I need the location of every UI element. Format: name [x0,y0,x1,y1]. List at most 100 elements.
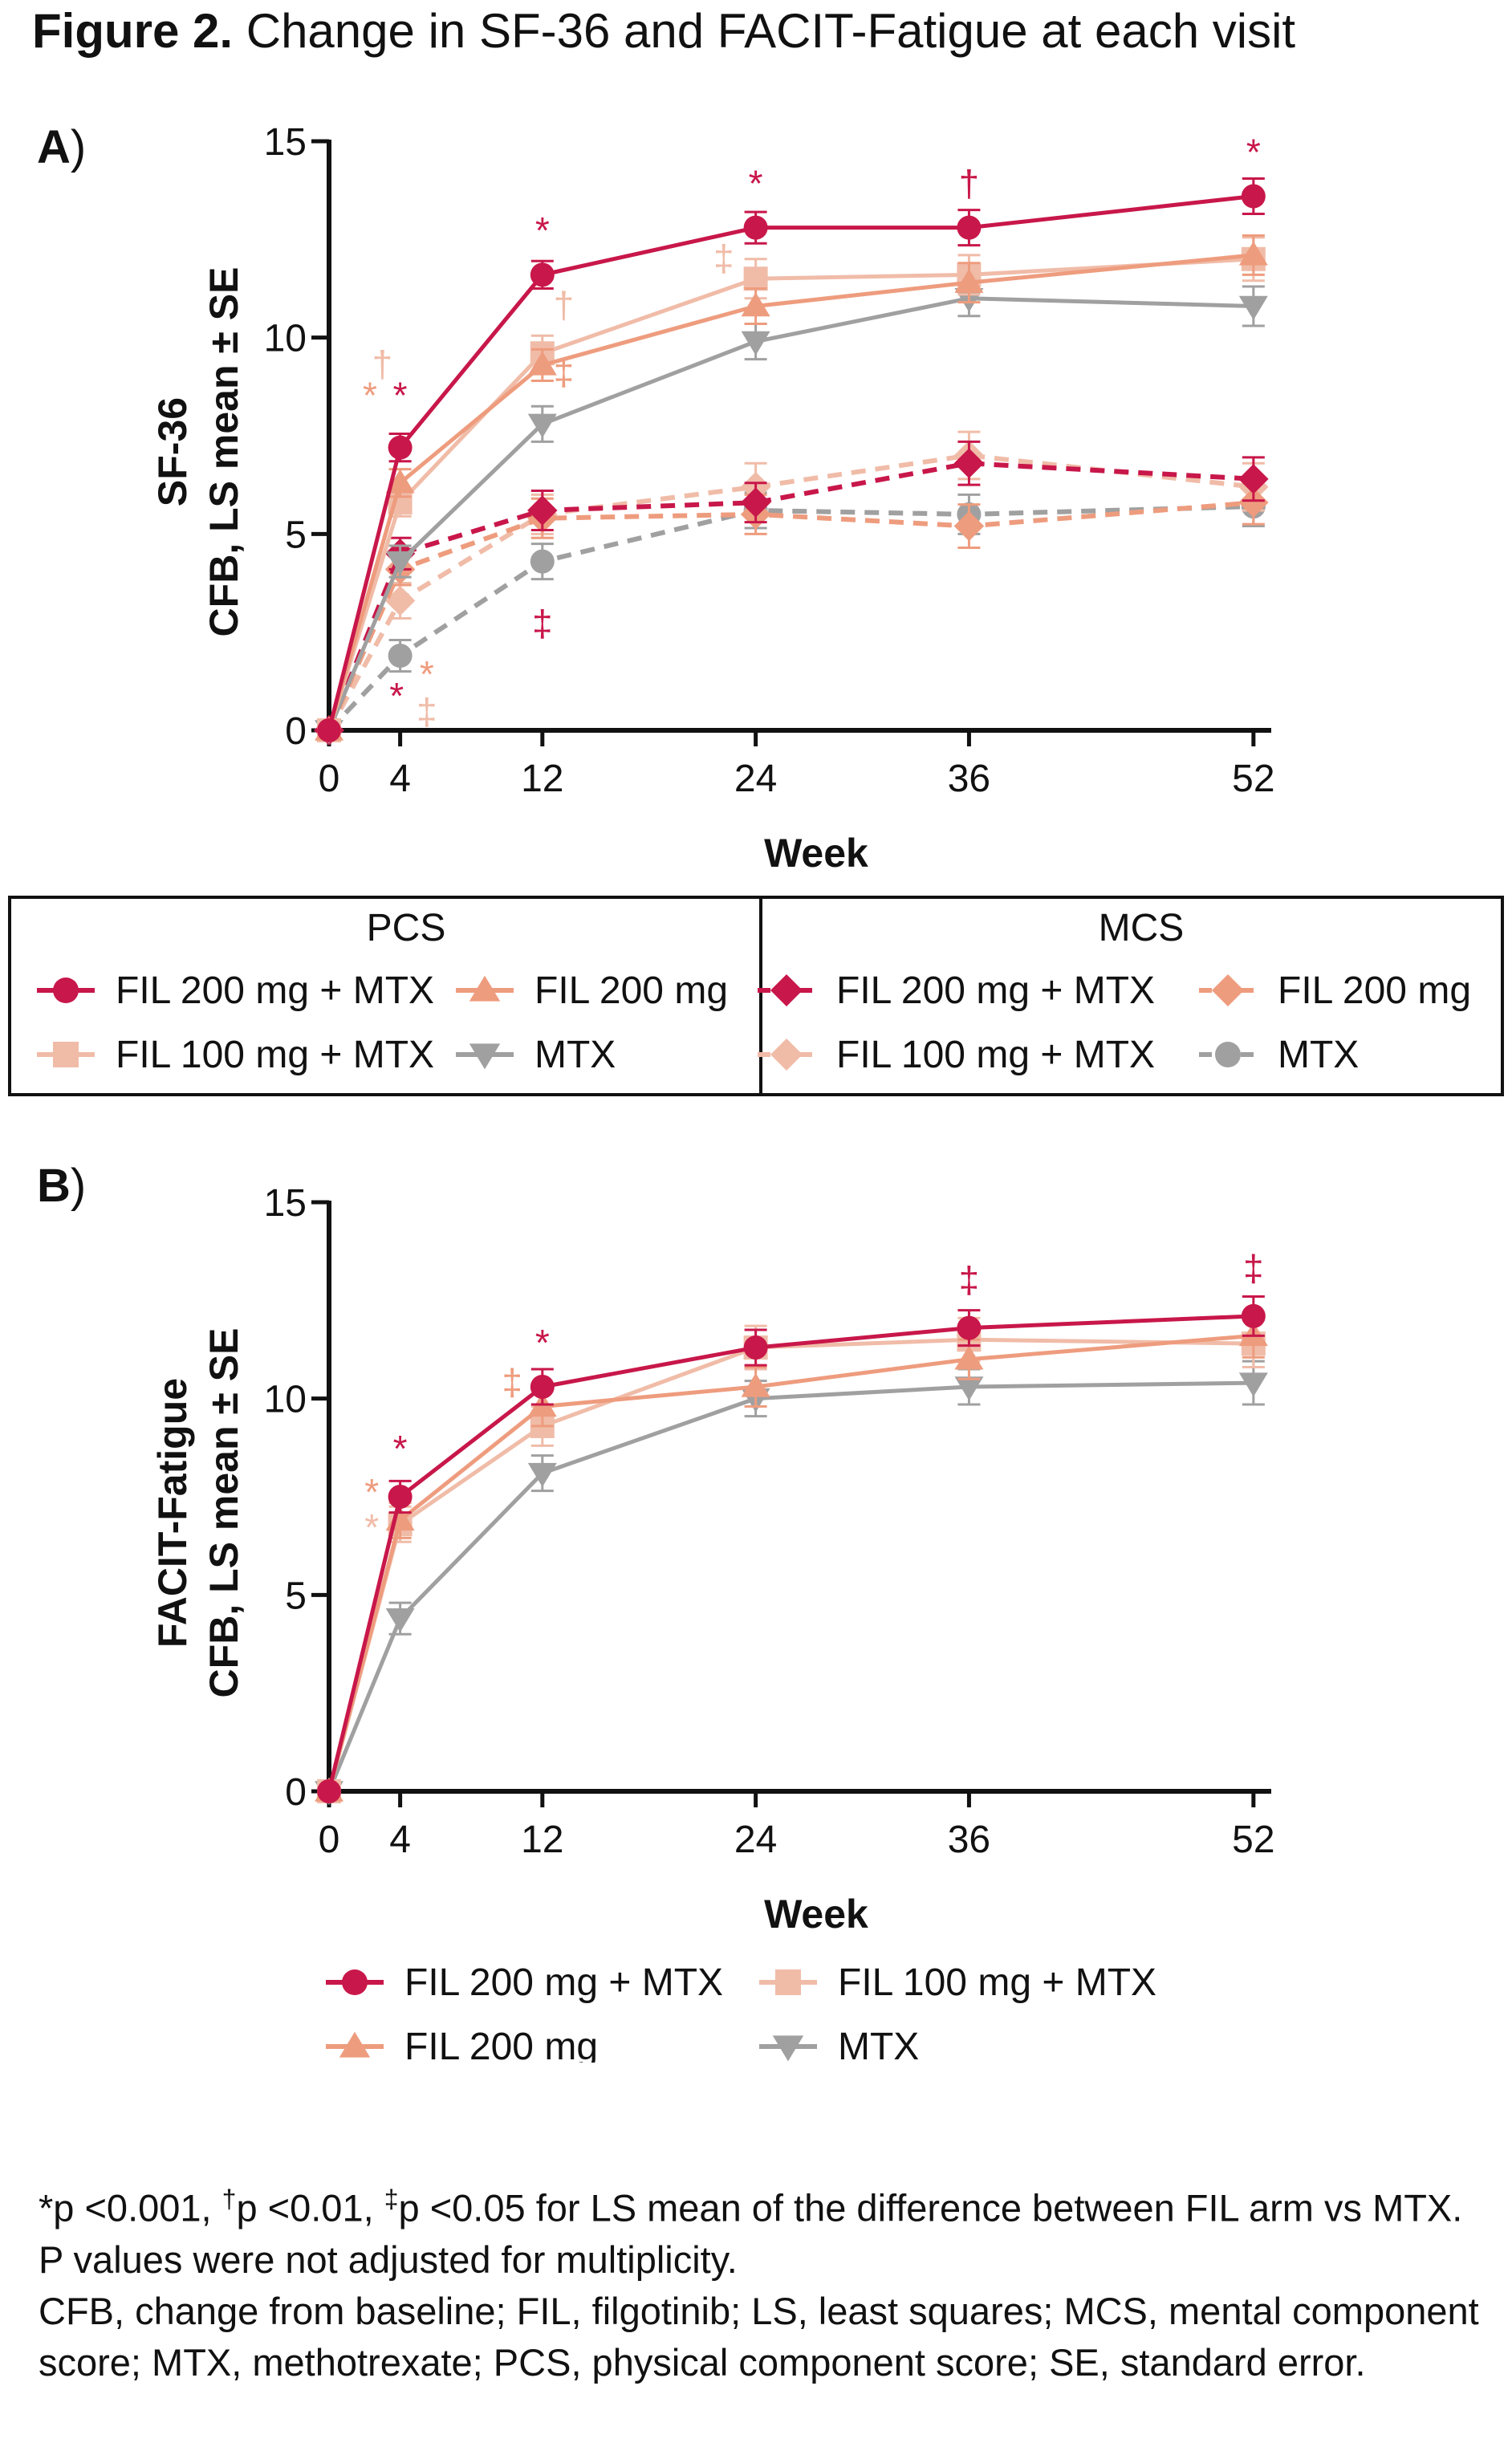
panel-a-series-pcs-fil-200-mg-mtx [317,177,1266,742]
legend-item-label: MTX [1278,1034,1359,1076]
panel-a-significance-mark: * [393,375,408,417]
panel-a-significance-mark: † [554,284,575,326]
series-line [327,461,1254,732]
panel-a-significance-mark: * [363,375,377,417]
footnote: *p <0.001, †p <0.01, ‡p <0.05 for LS mea… [39,2173,1483,2388]
legend-marker [1215,1042,1241,1067]
data-point [530,549,555,574]
legend-item-pcs-fil-200-mg: FIL 200 mg [456,969,728,1012]
panel-b-significance-mark: * [364,1506,379,1548]
panel-b-significance-mark: * [364,1471,379,1513]
panel-a-significance-mark: * [389,675,404,717]
legend-item-label: FIL 200 mg [404,2026,598,2063]
legend-item-label: FIL 100 mg + MTX [838,1961,1156,2004]
footnote-sig-text: p <0.01, [236,2186,384,2229]
panel-b-x-axis-label: Week [764,1892,868,1937]
legend-marker [469,1043,501,1070]
legend-marker [772,2035,804,2062]
panel-a-y-tick-label: 0 [285,710,307,753]
panel-a-significance-mark: ‡ [554,351,575,392]
legend-b-item-mtx: MTX [759,2026,919,2063]
panel-b-series-fil-200-mg [315,1312,1268,1802]
legend-marker [53,978,79,1003]
panel-a-chart: 0 5 10 15 0 4 12 24 36 52 Week SF-36 CFB, LS mean ± … [150,121,1275,876]
panel-b-chart: 0 5 10 15 0 4 12 24 36 52 Week FACIT-Fatigue CFB, LS… [150,1182,1275,1937]
panel-a-letter: A [37,121,71,173]
data-point [743,1335,768,1360]
panel-a-significance-mark: ‡ [417,691,437,733]
legend-item-label: FIL 200 mg + MTX [404,1961,723,2004]
legend-item-label: FIL 100 mg + MTX [116,1034,434,1076]
panel-b-x-tick-label: 12 [521,1819,563,1861]
series-line [327,1337,1254,1792]
data-point [1238,487,1269,518]
panel-a-y-tick-label: 5 [285,514,307,556]
panel-a-y-tick-label: 10 [264,318,307,360]
legend-item-pcs-fil-100-mg-mtx: FIL 100 mg + MTX [37,1034,434,1076]
data-point [385,551,415,575]
panel-a-legend-items: PCS MCS FIL 200 mg + MTX FIL 200 mg FIL 100 … [37,907,1471,1076]
legend-b-item-fil-100-mg-mtx: FIL 100 mg + MTX [759,1961,1156,2004]
legend-item-mcs-fil-200-mg: FIL 200 mg [1199,969,1471,1012]
panel-b-paren: ) [70,1160,87,1212]
panel-a-legend: PCS MCS FIL 200 mg + MTX FIL 200 mg FIL 100 … [8,896,1504,1096]
panel-b-significance-mark: ‡ [959,1259,980,1301]
panel-a-significance-mark: * [1246,131,1261,173]
series-line [327,1333,1254,1792]
panel-b-legend: FIL 200 mg + MTX FIL 100 mg + MTX FIL 200 … [326,1961,1156,2063]
data-point [317,718,341,742]
panel-a-significance-mark: ‡ [532,603,553,644]
series-line [327,296,1254,731]
data-point [954,1345,984,1370]
panel-a-series-pcs-fil-200-mg [315,234,1268,741]
panel-a-x-tick-label: 4 [389,758,411,800]
data-point [1238,295,1268,320]
panel-b-y-tick-label: 15 [264,1182,307,1225]
series-line [327,1314,1254,1792]
legend-marker [339,2031,371,2058]
panel-b-x-tick-label: 52 [1232,1819,1274,1861]
panel-a-significance-mark: † [959,163,980,205]
legend-b-item-fil-200-mg: FIL 200 mg [326,2026,598,2063]
legend-item-mcs-mtx: MTX [1199,1034,1359,1076]
data-point [1238,1372,1268,1397]
panel-a-y-axis-label-line2: CFB, LS mean ± SE [201,267,246,637]
legend-item-label: FIL 200 mg + MTX [836,969,1155,1012]
panel-b-letter: B [37,1160,71,1212]
legend-item-label: MTX [534,1034,616,1076]
panel-a-significance-mark: ‡ [713,237,734,278]
legend-marker [770,1039,803,1071]
data-point [385,1608,415,1632]
legend-header-mcs: MCS [1099,907,1185,949]
data-point [953,510,985,542]
panel-b-significance-mark: ‡ [1243,1247,1264,1289]
panel-a-x-tick-label: 12 [521,758,563,800]
data-point [953,448,985,479]
panel-a-paren: ) [70,121,87,173]
series-line [327,453,1254,732]
panel-b-x-tick-label: 0 [319,1819,340,1861]
panel-a-series-mcs-mtx [317,486,1266,742]
data-point [527,413,557,438]
series-line [327,253,1254,731]
panel-a-y-axis-label-line1: SF-36 [150,397,195,506]
panel-b-series-mtx [315,1360,1268,1806]
figure-title-text: Change in SF-36 and FACIT-Fatigue at eac… [233,4,1296,58]
legend-item-label: FIL 200 mg [534,969,728,1012]
data-point [317,1779,341,1803]
panel-a-significance-mark: † [372,343,393,385]
footnote-sup-symbol: † [222,2185,237,2213]
data-point [527,351,557,376]
data-point [388,435,413,460]
footnote-sig-text: *p <0.001, [39,2186,222,2229]
data-point [1241,184,1266,209]
legend-item-pcs-fil-200-mg-mtx: FIL 200 mg + MTX [37,969,434,1012]
data-point [384,585,416,616]
panel-b-x-tick-label: 24 [734,1819,777,1861]
panel-a-series-pcs-mtx [315,279,1268,745]
panel-a-y-tick-label: 15 [264,121,307,164]
footnote-sup-symbol: ‡ [384,2185,399,2213]
data-point [527,495,558,526]
legend-item-mcs-fil-100-mg-mtx: FIL 100 mg + MTX [758,1034,1155,1076]
data-point [741,292,770,317]
